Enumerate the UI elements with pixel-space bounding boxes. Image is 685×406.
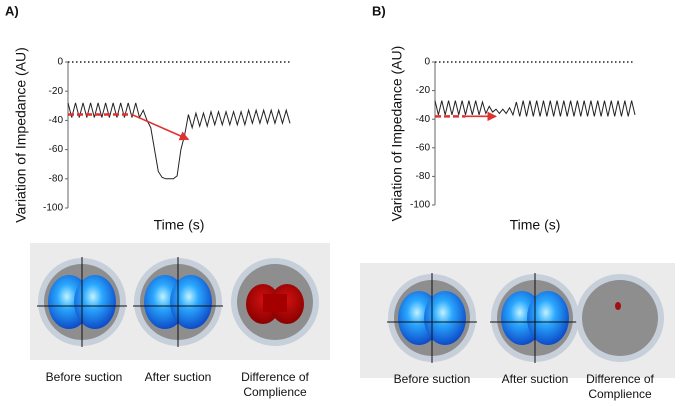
y-tick-label: -40 <box>416 114 431 125</box>
image-caption: Before suction <box>46 370 123 384</box>
y-tick-label: -100 <box>43 203 63 214</box>
y-tick-label: 0 <box>424 57 430 68</box>
y-axis-label: Variation of Impedance (AU) <box>13 47 29 223</box>
image-caption: After suction <box>145 370 212 384</box>
y-tick-label: -20 <box>416 85 431 96</box>
image-caption: Before suction <box>394 372 471 386</box>
eit-image <box>576 274 664 362</box>
signal-line <box>67 102 291 180</box>
image-caption: Difference of Complience <box>241 370 309 399</box>
panel-label: B) <box>372 3 386 18</box>
x-axis-label: Time (s) <box>154 217 205 233</box>
y-tick-label: -60 <box>49 144 64 155</box>
image-caption: Difference of Complience <box>586 372 654 401</box>
signal-line <box>434 100 636 117</box>
image-caption: After suction <box>502 372 569 386</box>
y-tick-label: -40 <box>49 115 64 126</box>
y-tick-label: 0 <box>57 57 63 68</box>
x-axis-label: Time (s) <box>510 217 561 233</box>
panel-label: A) <box>5 3 19 18</box>
y-axis-label: Variation of Impedance (AU) <box>389 46 405 222</box>
arrow <box>131 113 190 141</box>
y-tick-label: -20 <box>49 86 64 97</box>
y-tick-label: -60 <box>416 142 431 153</box>
y-tick-label: -80 <box>49 173 64 184</box>
y-tick-label: -100 <box>410 200 430 211</box>
eit-image <box>231 258 319 346</box>
y-tick-label: -80 <box>416 171 431 182</box>
